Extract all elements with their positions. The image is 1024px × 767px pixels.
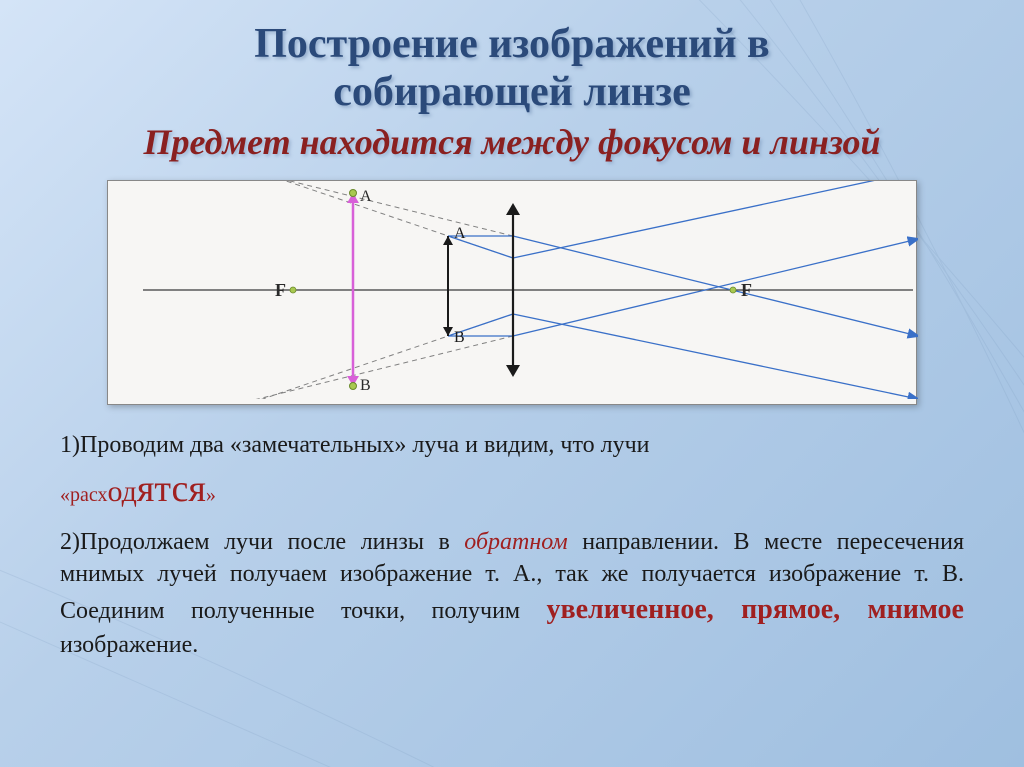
svg-text:B: B	[454, 329, 465, 346]
p1-w2: од	[108, 475, 137, 508]
title-line-1: Построение изображений в	[254, 21, 770, 67]
svg-text:A: A	[454, 225, 466, 242]
p1-intro: 1)Проводим два «замечательных» луча и ви…	[60, 432, 650, 458]
paragraph-1: 1)Проводим два «замечательных» луча и ви…	[60, 429, 964, 461]
svg-text:B: B	[360, 377, 371, 394]
p2-a: 2)Продолжаем лучи после линзы в	[60, 529, 464, 555]
svg-text:F: F	[275, 280, 286, 300]
title-line-2: собирающей линзе	[333, 69, 691, 115]
paragraph-2: 2)Продолжаем лучи после линзы в обратном…	[60, 526, 964, 661]
svg-text:A: A	[360, 188, 372, 205]
slide-content: Построение изображений в собирающей линз…	[0, 0, 1024, 699]
keywords: увеличенное, прямое, мнимое	[546, 594, 964, 625]
p2-b: обратном	[464, 529, 567, 555]
svg-text:F: F	[741, 280, 752, 300]
subtitle: Предмет находится между фокусом и линзой	[60, 123, 964, 163]
p1-w4: »	[206, 484, 216, 506]
lens-diagram: F F A B A B	[107, 180, 917, 405]
main-title: Построение изображений в собирающей линз…	[60, 20, 964, 117]
paragraph-1-emphasis: «расходятся»	[60, 470, 964, 513]
explanation-text: 1)Проводим два «замечательных» луча и ви…	[60, 429, 964, 661]
p1-w3: ятся	[137, 468, 206, 510]
p1-w1: «расх	[60, 484, 108, 506]
p2-end: изображение.	[60, 632, 198, 658]
